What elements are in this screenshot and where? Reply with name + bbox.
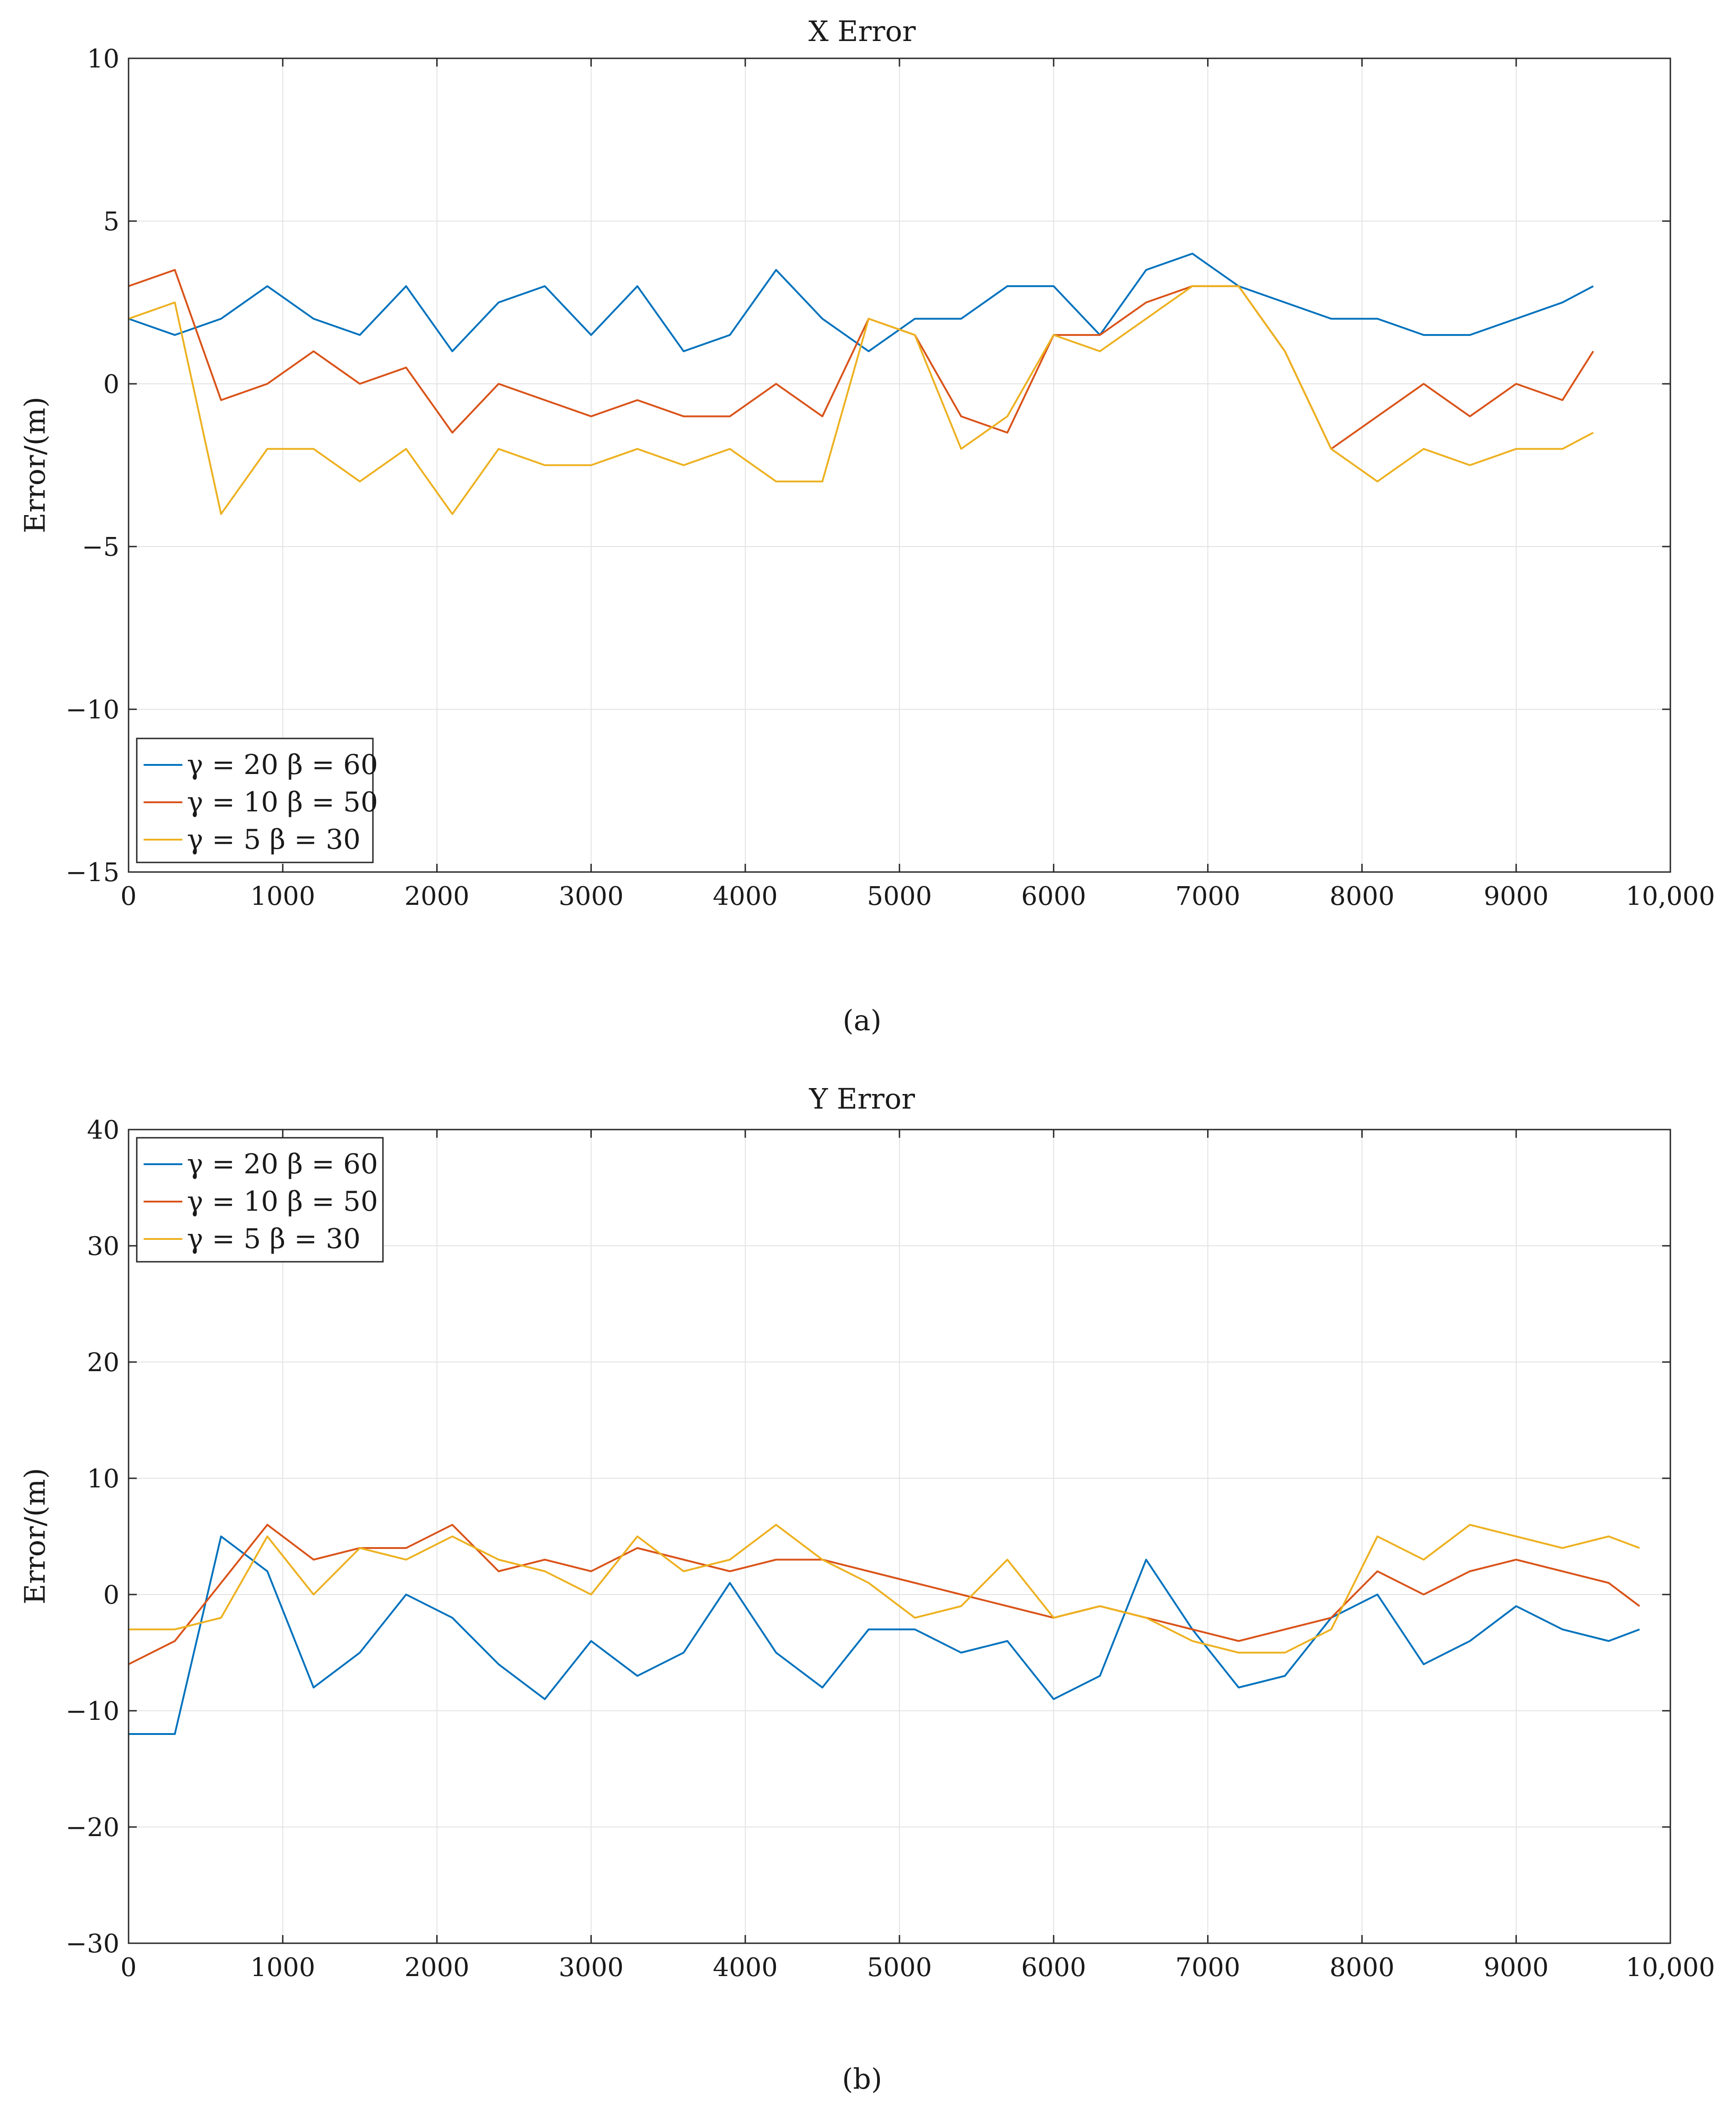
x-tick-label: 2000 [404, 882, 470, 911]
y-tick-label: −10 [66, 695, 119, 725]
x-tick-label: 3000 [558, 882, 624, 911]
x-tick-label: 6000 [1021, 882, 1086, 911]
y-tick-label: 5 [103, 207, 119, 237]
x-tick-label: 2000 [404, 1953, 470, 1982]
legend-label: γ = 5 β = 30 [187, 1223, 361, 1255]
y-ticks: 40 30 20 10 0 −10 −20 −30 [66, 1115, 1670, 1959]
x-tick-label: 1000 [250, 882, 315, 911]
series-lines [128, 1524, 1640, 1735]
y-tick-label: 30 [87, 1232, 119, 1261]
y-tick-label: 0 [103, 1580, 119, 1610]
y-tick-label: −10 [66, 1697, 119, 1726]
x-tick-label: 4000 [713, 1953, 778, 1982]
y-tick-label: 10 [87, 44, 119, 74]
y-tick-label: −20 [66, 1813, 119, 1842]
legend-label: γ = 10 β = 50 [187, 1186, 378, 1218]
legend-label: γ = 5 β = 30 [187, 824, 361, 856]
legend-box [136, 1137, 384, 1263]
x-tick-label: 8000 [1329, 882, 1395, 911]
x-tick-label: 0 [120, 1953, 137, 1982]
x-tick-label: 6000 [1021, 1953, 1086, 1982]
series-line [129, 1524, 1640, 1654]
legend: γ = 20 β = 60 γ = 10 β = 50 γ = 5 β = 30 [136, 1137, 384, 1263]
legend: γ = 20 β = 60 γ = 10 β = 50 γ = 5 β = 30 [136, 738, 378, 863]
x-tick-label: 1000 [250, 1953, 315, 1982]
x-tick-label: 7000 [1175, 882, 1240, 911]
x-tick-label: 7000 [1175, 1953, 1240, 1982]
y-axis-label: Error/(m) [18, 1468, 52, 1605]
y-tick-label: −5 [82, 532, 119, 562]
y-tick-label: −15 [66, 858, 119, 888]
series-line [129, 1535, 1640, 1735]
x-ticks: 0 1000 2000 3000 4000 5000 6000 7000 8000 9000 10,… [120, 58, 1715, 911]
x-tick-label: 4000 [713, 882, 778, 911]
x-tick-label: 3000 [558, 1953, 624, 1982]
x-tick-label: 5000 [867, 882, 932, 911]
y-tick-label: −30 [66, 1929, 119, 1959]
subplot-label: (a) [842, 1004, 881, 1037]
legend-box [136, 738, 374, 863]
y-axis-label: Error/(m) [18, 397, 52, 533]
series-line [128, 1524, 1640, 1665]
subplot-label: (b) [842, 2062, 882, 2095]
x-ticks: 0 1000 2000 3000 4000 5000 6000 7000 8000 9000 10,… [120, 1130, 1715, 1982]
chart-title: Y Error [809, 1082, 915, 1115]
y-tick-label: 10 [87, 1464, 119, 1494]
chart-y-error: Y Error 0 1000 2000 3000 4000 5000 6000 7000 800… [18, 1082, 1715, 2095]
x-tick-label: 10,000 [1626, 1953, 1715, 1982]
y-tick-label: 20 [87, 1348, 119, 1378]
legend-label: γ = 20 β = 60 [187, 749, 378, 781]
x-tick-label: 8000 [1329, 1953, 1395, 1982]
y-ticks: 10 5 0 −5 −10 −15 [66, 44, 1670, 888]
y-tick-label: 40 [87, 1115, 119, 1145]
legend-label: γ = 10 β = 50 [187, 786, 378, 818]
y-tick-label: 0 [103, 370, 119, 399]
x-tick-label: 0 [120, 882, 137, 911]
x-tick-label: 9000 [1484, 882, 1549, 911]
chart-x-error: X Error 0 1000 2000 3000 4000 5000 6000 7000 800… [18, 15, 1715, 1037]
legend-label: γ = 20 β = 60 [187, 1148, 378, 1180]
x-tick-label: 5000 [867, 1953, 932, 1982]
series-lines [128, 253, 1594, 515]
x-tick-label: 9000 [1484, 1953, 1549, 1982]
chart-title: X Error [808, 15, 916, 48]
x-tick-label: 10,000 [1626, 882, 1715, 911]
